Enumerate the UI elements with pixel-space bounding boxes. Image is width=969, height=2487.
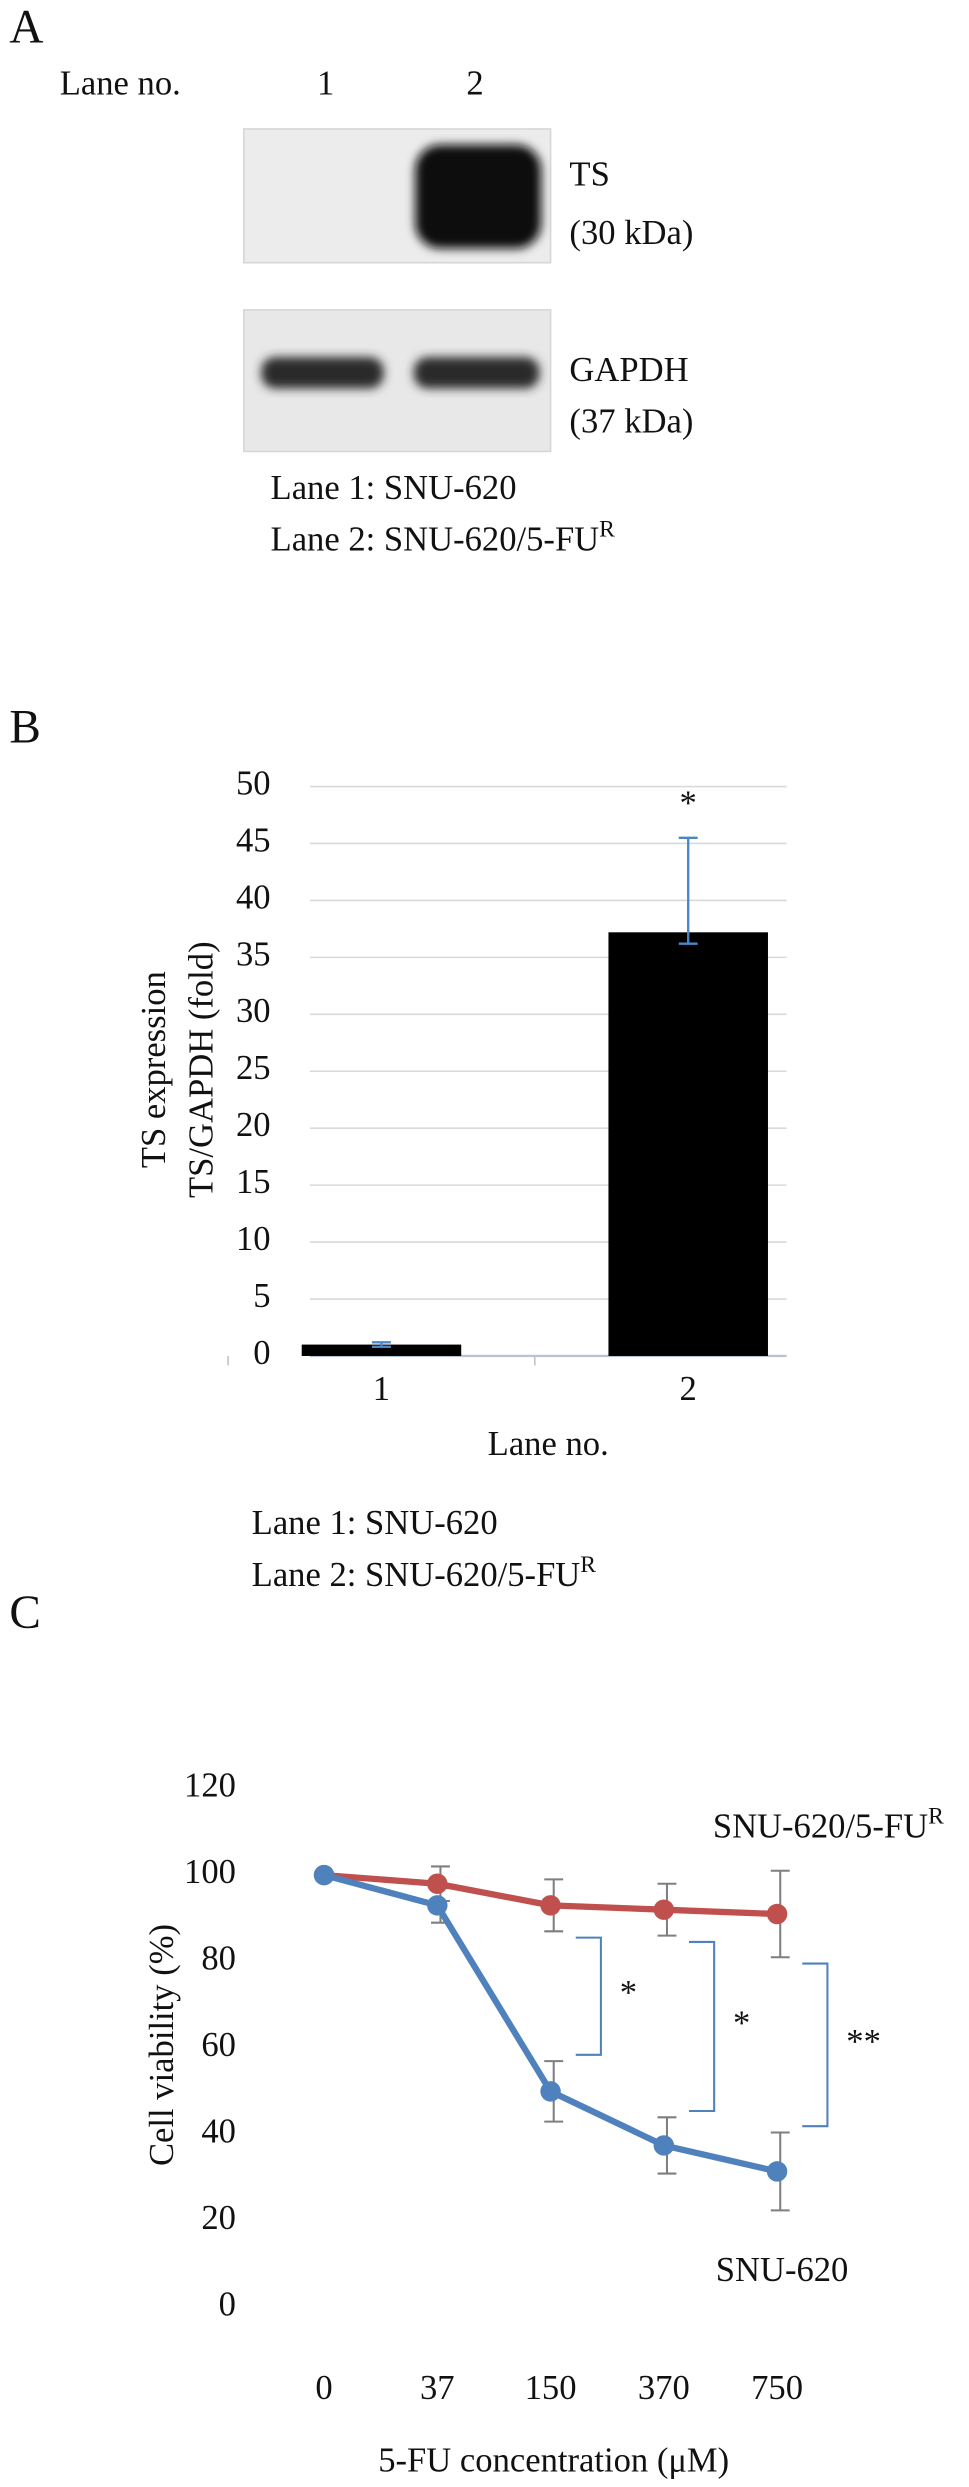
lane-number: 2 [466, 64, 483, 102]
lane-note: Lane 2: SNU-620/5-FUR [252, 1552, 597, 1594]
lane-note-main: Lane 2: SNU-620/5-FU [271, 521, 600, 559]
error-bar [678, 836, 698, 945]
panel-label: A [9, 1, 43, 53]
y-axis-title: TS/GAPDH (fold) [182, 941, 220, 1198]
y-tick-label: 80 [201, 1940, 236, 1978]
blot-name: TS [569, 156, 609, 194]
gapdh-band [261, 357, 384, 389]
y-axis-title: Cell viability (%) [143, 1924, 181, 2166]
significance-mark: * [680, 784, 697, 822]
series-marker [653, 2135, 675, 2156]
y-tick-label: 100 [184, 1853, 236, 1891]
x-tick-label: 1 [373, 1370, 390, 1408]
y-tick-label: 15 [236, 1163, 271, 1201]
series-marker [427, 1873, 448, 1894]
significance-mark: ** [846, 2023, 881, 2061]
significance-bracket [575, 1936, 602, 2056]
x-tick-label: 750 [751, 2369, 803, 2407]
ts-band [415, 144, 542, 249]
lane-number: 1 [317, 64, 334, 102]
lane-note-main: Lane 1: SNU-620 [271, 469, 517, 507]
lane-note: Lane 2: SNU-620/5-FUR [271, 517, 616, 559]
blot-size: (30 kDa) [569, 214, 693, 252]
y-tick-label: 5 [253, 1277, 270, 1315]
y-tick-label: 10 [236, 1220, 271, 1258]
y-tick-label: 30 [236, 992, 271, 1030]
y-tick-label: 20 [201, 2199, 236, 2237]
series-marker [540, 1895, 561, 1916]
series-label: SNU-620 [716, 2251, 849, 2289]
y-tick-label: 120 [184, 1767, 236, 1805]
series-marker [766, 2161, 788, 2182]
x-tick-label: 2 [680, 1370, 697, 1408]
significance-bracket [802, 1962, 829, 2128]
series-marker [766, 1903, 788, 1925]
y-tick-label: 25 [236, 1049, 271, 1087]
series-line [323, 1872, 778, 2175]
gapdh-band [413, 357, 540, 389]
significance-mark: * [620, 1974, 637, 2012]
y-axis-title: TS expression [135, 971, 173, 1168]
x-tick-label: 0 [315, 2369, 332, 2407]
series-label-main: SNU-620/5-FU [713, 1807, 928, 1845]
lane-note-main: Lane 1: SNU-620 [252, 1504, 498, 1542]
x-axis-title: 5-FU concentration (μM) [378, 2441, 729, 2479]
series-label-sup: R [928, 1804, 944, 1830]
y-tick-label: 40 [201, 2113, 236, 2151]
lane-note: Lane 1: SNU-620 [271, 469, 517, 507]
panel-label: C [9, 1587, 40, 1639]
y-tick-label: 45 [236, 821, 271, 859]
x-tick-label: 370 [638, 2369, 690, 2407]
y-tick-label: 50 [236, 764, 271, 802]
significance-bracket [688, 1940, 716, 2113]
y-tick-label: 40 [236, 878, 271, 916]
bar [301, 1344, 462, 1356]
significance-mark: * [733, 2004, 750, 2042]
series-marker [540, 2081, 561, 2102]
blot-size: (37 kDa) [569, 403, 693, 441]
y-tick-label: 60 [201, 2026, 236, 2064]
series-label: SNU-620/5-FUR [713, 1804, 944, 1846]
series-marker [653, 1899, 675, 1920]
error-bar [372, 1341, 391, 1349]
x-tick-label: 37 [420, 2369, 455, 2407]
series-marker [427, 1895, 448, 1916]
y-tick-label: 0 [219, 2286, 236, 2324]
series-marker [313, 1864, 335, 1886]
y-tick-label: 20 [236, 1106, 271, 1144]
lane-note-main: Lane 2: SNU-620/5-FU [252, 1556, 581, 1594]
y-tick-label: 0 [253, 1334, 270, 1372]
x-axis-title: Lane no. [488, 1425, 609, 1463]
lane-header: Lane no. [60, 64, 181, 102]
lane-note: Lane 1: SNU-620 [252, 1504, 498, 1542]
blot-name: GAPDH [569, 351, 688, 389]
lane-note-sup: R [580, 1552, 596, 1578]
y-tick-label: 35 [236, 935, 271, 973]
panel-label: B [9, 701, 40, 753]
bar [608, 932, 768, 1356]
series-label-main: SNU-620 [716, 2251, 849, 2289]
lane-note-sup: R [599, 517, 615, 543]
x-tick-label: 150 [525, 2369, 577, 2407]
